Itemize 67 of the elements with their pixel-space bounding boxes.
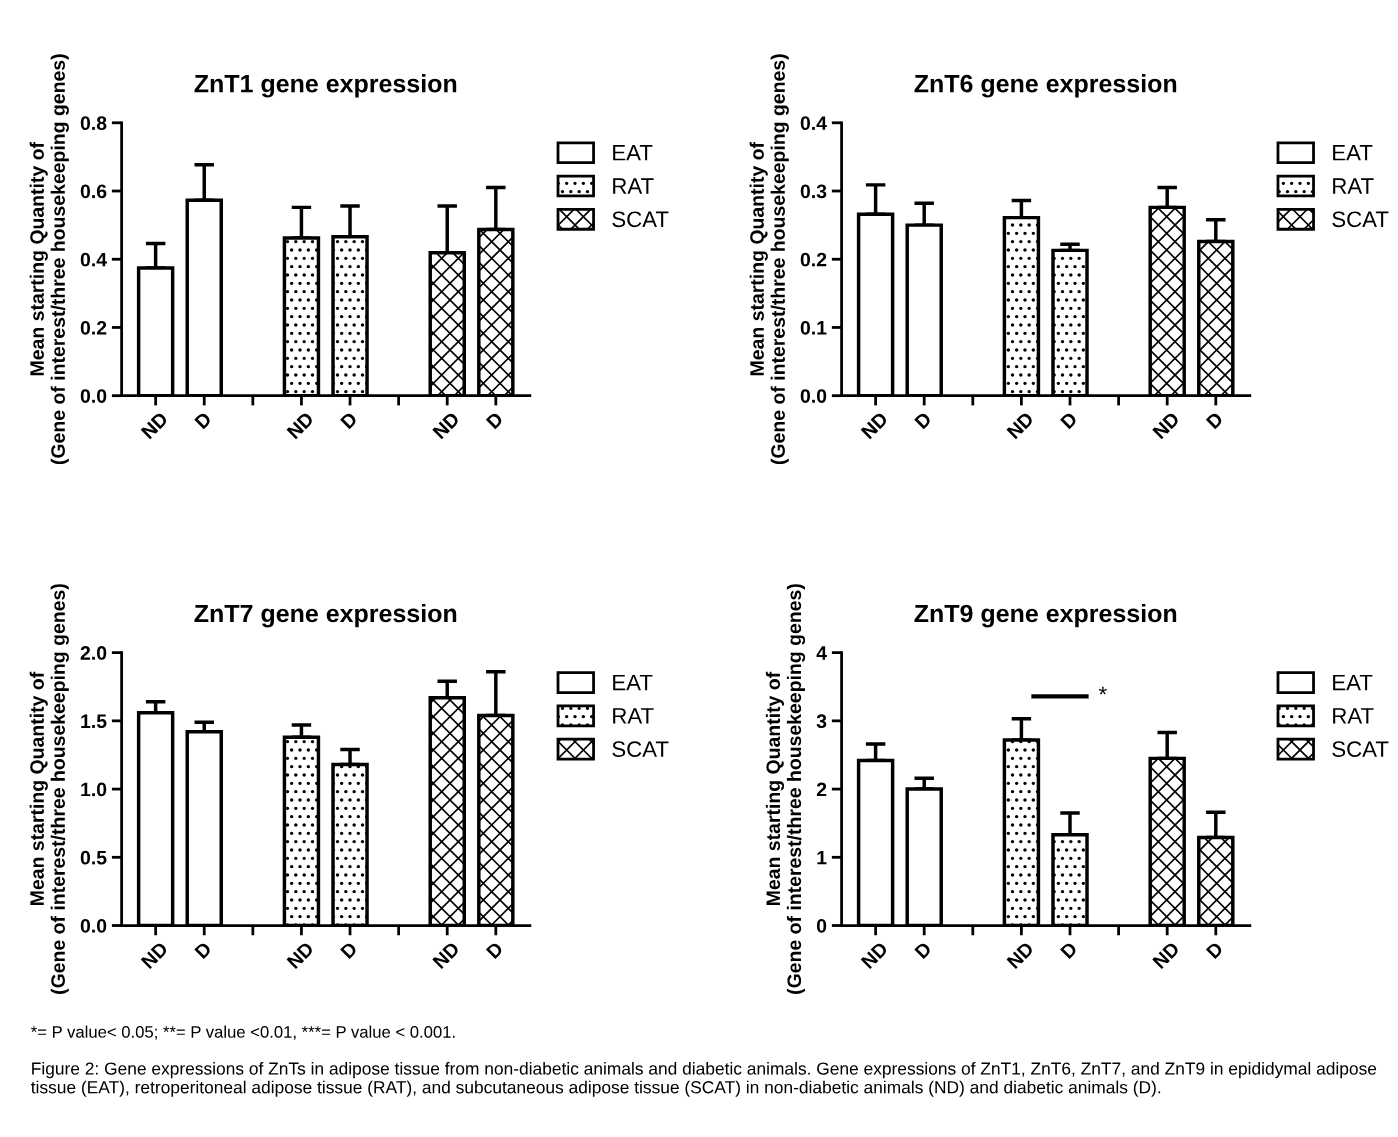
chart-title: ZnT7 gene expression <box>194 603 457 628</box>
x-tick-label: D <box>914 411 933 430</box>
caption: Figure 2: Gene expressions of ZnTs in adipose tissue from non-diabetic animals and diabetic animals. Gene expressions of ZnT1, ZnT6, ZnT7, and ZnT9 in epididymal adipose tissue (EAT), retroperitoneal adipose tissue (RAT), and subcutaneous adipose tissue (SCAT) in non-diabetic animals (ND) and diabetic animals (D). <box>31 1061 1377 1097</box>
y-axis-title: Mean starting Quantity of (Gene of interest/three housekeeping genes) <box>29 584 69 994</box>
y-axis-title: Mean starting Quantity of (Gene of interest/three housekeeping genes) <box>29 54 69 465</box>
legend-label: RAT <box>1333 178 1374 194</box>
y-tick-label: 0.3 <box>800 184 827 199</box>
y-tick-label: 0.6 <box>80 184 107 199</box>
y-tick-label: 0 <box>816 918 827 933</box>
y-tick-label: 1.5 <box>81 714 107 729</box>
x-tick-label: ND <box>432 411 461 440</box>
legend-label: EAT <box>1333 145 1373 161</box>
y-tick-label: 1.0 <box>81 782 107 797</box>
y-tick-label: 0.4 <box>800 116 827 131</box>
chart-title: ZnT6 gene expression <box>914 74 1177 98</box>
x-tick-label: ND <box>432 941 461 969</box>
y-tick-label: 0.4 <box>80 252 107 267</box>
legend-label: SCAT <box>612 741 669 757</box>
x-tick-label: D <box>914 941 933 960</box>
x-tick-label: ND <box>1152 411 1181 440</box>
chart-title: ZnT9 gene expression <box>914 603 1177 628</box>
legend-label: EAT <box>1333 674 1373 691</box>
legend-label: EAT <box>613 145 653 161</box>
x-tick-label: ND <box>286 411 315 440</box>
y-tick-label: 0.0 <box>800 389 827 403</box>
x-tick-label: D <box>340 941 358 960</box>
x-tick-label: ND <box>286 941 315 969</box>
y-tick-label: 0.2 <box>800 252 827 267</box>
legend-label: SCAT <box>1332 741 1389 757</box>
x-tick-label: D <box>194 941 213 960</box>
text: *= P value< 0.05; **= P value <0.01, ***= P value < 0.001. <box>31 1025 455 1040</box>
x-tick-label: ND <box>140 411 169 440</box>
y-axis-title: Mean starting Quantity of (Gene of interest/three housekeeping genes) <box>765 584 806 994</box>
x-tick-label: ND <box>1152 941 1181 969</box>
x-tick-label: D <box>1205 941 1224 960</box>
legend-label: RAT <box>613 178 654 194</box>
y-tick-label: 2.0 <box>80 646 107 660</box>
y-tick-label: 4 <box>816 646 827 660</box>
x-tick-label: D <box>1205 411 1224 430</box>
x-tick-label: D <box>1060 941 1078 960</box>
x-tick-label: ND <box>860 411 889 440</box>
legend-label: EAT <box>613 674 653 691</box>
y-tick-label: 0.0 <box>80 389 107 403</box>
y-tick-label: 0.2 <box>80 320 107 335</box>
x-tick-label: ND <box>860 941 889 969</box>
x-tick-label: ND <box>1006 411 1035 440</box>
y-tick-label: 0.0 <box>80 918 107 933</box>
y-tick-label: 0.8 <box>80 116 107 131</box>
y-tick-label: 1 <box>817 850 827 865</box>
legend-label: SCAT <box>612 211 669 228</box>
y-axis-title: Mean starting Quantity of (Gene of interest/three housekeeping genes) <box>749 54 789 465</box>
legend-label: RAT <box>613 708 654 724</box>
chart-title: ZnT1 gene expression <box>194 74 457 98</box>
x-tick-label: D <box>485 941 504 960</box>
y-tick-label: 0.5 <box>80 850 107 865</box>
y-tick-label: 2 <box>816 782 827 797</box>
x-tick-label: ND <box>1006 941 1035 969</box>
legend-label: SCAT <box>1332 211 1389 228</box>
x-tick-label: D <box>1060 411 1078 430</box>
x-tick-label: D <box>485 411 504 430</box>
y-tick-label: 3 <box>816 714 827 729</box>
x-tick-label: D <box>340 411 358 430</box>
annotation: * <box>1098 686 1107 695</box>
y-tick-label: 0.1 <box>800 320 827 335</box>
x-tick-label: ND <box>140 941 169 969</box>
x-tick-label: D <box>194 411 213 430</box>
legend-label: RAT <box>1333 708 1374 724</box>
